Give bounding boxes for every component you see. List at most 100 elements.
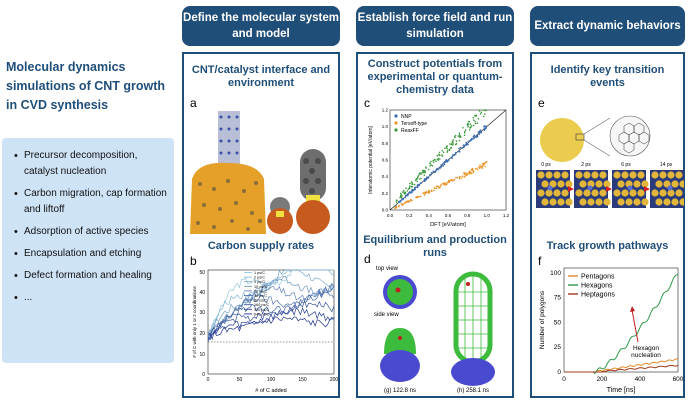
scatter-point — [480, 132, 482, 134]
scatter-point — [432, 161, 435, 163]
scatter-point — [464, 132, 466, 134]
series-line — [207, 306, 335, 341]
catalyst-atom — [675, 171, 683, 179]
scatter-point — [479, 129, 482, 131]
legend-nnp-marker — [394, 114, 398, 118]
scatter-point — [472, 124, 475, 127]
scatter-point — [474, 168, 477, 170]
scatter-point — [441, 155, 444, 157]
carbon-atom — [587, 185, 593, 191]
scatter-point — [416, 196, 418, 199]
scatter-point — [430, 164, 432, 166]
scatter-point — [446, 145, 448, 147]
chart-b-ytick: 50 — [199, 270, 205, 276]
scatter-point — [416, 180, 419, 183]
scatter-point — [395, 201, 398, 204]
scatter-point — [469, 172, 472, 174]
scatter-point — [417, 174, 420, 177]
catalyst-atom — [651, 189, 659, 197]
catalyst-tall — [296, 200, 330, 234]
snapshot-g-side-cap — [384, 328, 416, 354]
scatter-point — [453, 154, 456, 156]
catalyst-atom — [671, 198, 679, 206]
scatter-point — [429, 165, 431, 167]
annotation-hexagon: Hexagon — [633, 345, 659, 352]
scatter-point — [416, 186, 419, 188]
scatter-point — [407, 201, 410, 203]
snapshot-h-lattice — [456, 274, 490, 360]
scatter-point — [478, 166, 480, 168]
scatter-point — [423, 192, 425, 194]
catalyst-atom — [655, 198, 663, 206]
chart-b-xtick: 0 — [207, 377, 210, 383]
scatter-point — [459, 146, 462, 149]
scatter-point — [423, 169, 425, 172]
overview-item: Adsorption of active species — [14, 224, 168, 240]
scatter-point — [432, 159, 434, 162]
scatter-point — [435, 160, 437, 163]
potential-parity-plot: NNP Tersoff-type ReaxFF 0.0 0.2 0.4 0.6 0.8 1… — [368, 108, 510, 229]
catalyst-atom — [603, 198, 611, 206]
scatter-point — [395, 205, 397, 208]
chart-c-ytick: 0.0 — [382, 208, 389, 213]
panel-define-system: CNT/catalyst interface and environment a… — [182, 52, 340, 398]
catalyst-atom — [553, 189, 561, 197]
scatter-point — [435, 168, 438, 171]
panel-label-b: b — [190, 254, 197, 268]
time-2ps: 2 ps — [581, 162, 591, 168]
scatter-point — [485, 125, 487, 127]
scatter-point — [447, 159, 450, 161]
scatter-point — [432, 170, 435, 172]
panel-label-e: e — [538, 96, 545, 110]
nucleation-arrow — [631, 309, 639, 343]
scatter-point — [464, 129, 467, 131]
chart-b-xtick: 50 — [237, 377, 243, 383]
scatter-point — [430, 160, 432, 163]
catalyst-atom — [629, 171, 637, 179]
catalyst-particle — [190, 162, 266, 234]
series-line — [207, 269, 335, 335]
catalyst-atom — [561, 171, 569, 179]
scatter-point — [430, 171, 433, 174]
legend-label: 640 ps/C — [254, 312, 269, 316]
scatter-point — [399, 200, 402, 203]
catalyst-atom — [625, 198, 633, 206]
carbon-supply-chart: # of C with only 1 or 2 coordinations # … — [192, 269, 338, 394]
overview-list: Precursor decomposition, catalyst nuclea… — [2, 138, 174, 363]
nucleation-arrowhead — [630, 306, 635, 312]
scatter-point — [411, 185, 414, 188]
scatter-point — [468, 140, 471, 142]
scatter-point — [426, 176, 428, 179]
scatter-point — [484, 113, 486, 115]
scatter-point — [402, 203, 404, 205]
cap-zoom — [609, 115, 651, 157]
heptagons-line — [564, 364, 679, 373]
scatter-point — [454, 153, 457, 155]
chart-b-ytick: 30 — [199, 310, 205, 316]
scatter-point — [431, 190, 433, 193]
catalyst-atom — [617, 180, 625, 188]
scatter-point — [439, 185, 441, 188]
overview-item: ... — [14, 290, 168, 306]
scatter-point — [424, 178, 427, 180]
scatter-point — [481, 165, 483, 167]
panel-extract: Identify key transition events e 0 ps 2 … — [530, 52, 685, 398]
scatter-point — [461, 175, 464, 177]
scatter-point — [476, 135, 479, 137]
scatter-point — [402, 198, 404, 200]
scatter-point — [411, 189, 413, 191]
catalyst-atom — [595, 198, 603, 206]
scatter-point — [484, 109, 487, 111]
scatter-point — [414, 179, 417, 182]
transition-frames — [536, 170, 684, 208]
scatter-point — [449, 143, 451, 145]
catalyst-atom — [553, 171, 561, 179]
production-run-snapshots: top view side view (g) 122.8 ns (h) 258.… — [374, 266, 495, 394]
legend-nnp: NNP — [401, 114, 412, 120]
scatter-point — [431, 165, 434, 167]
caption-h: (h) 258.1 ns — [457, 388, 489, 394]
catalyst-dots — [196, 179, 262, 231]
scatter-point — [442, 165, 444, 167]
scatter-point — [483, 125, 486, 127]
catalyst-atom — [591, 171, 599, 179]
